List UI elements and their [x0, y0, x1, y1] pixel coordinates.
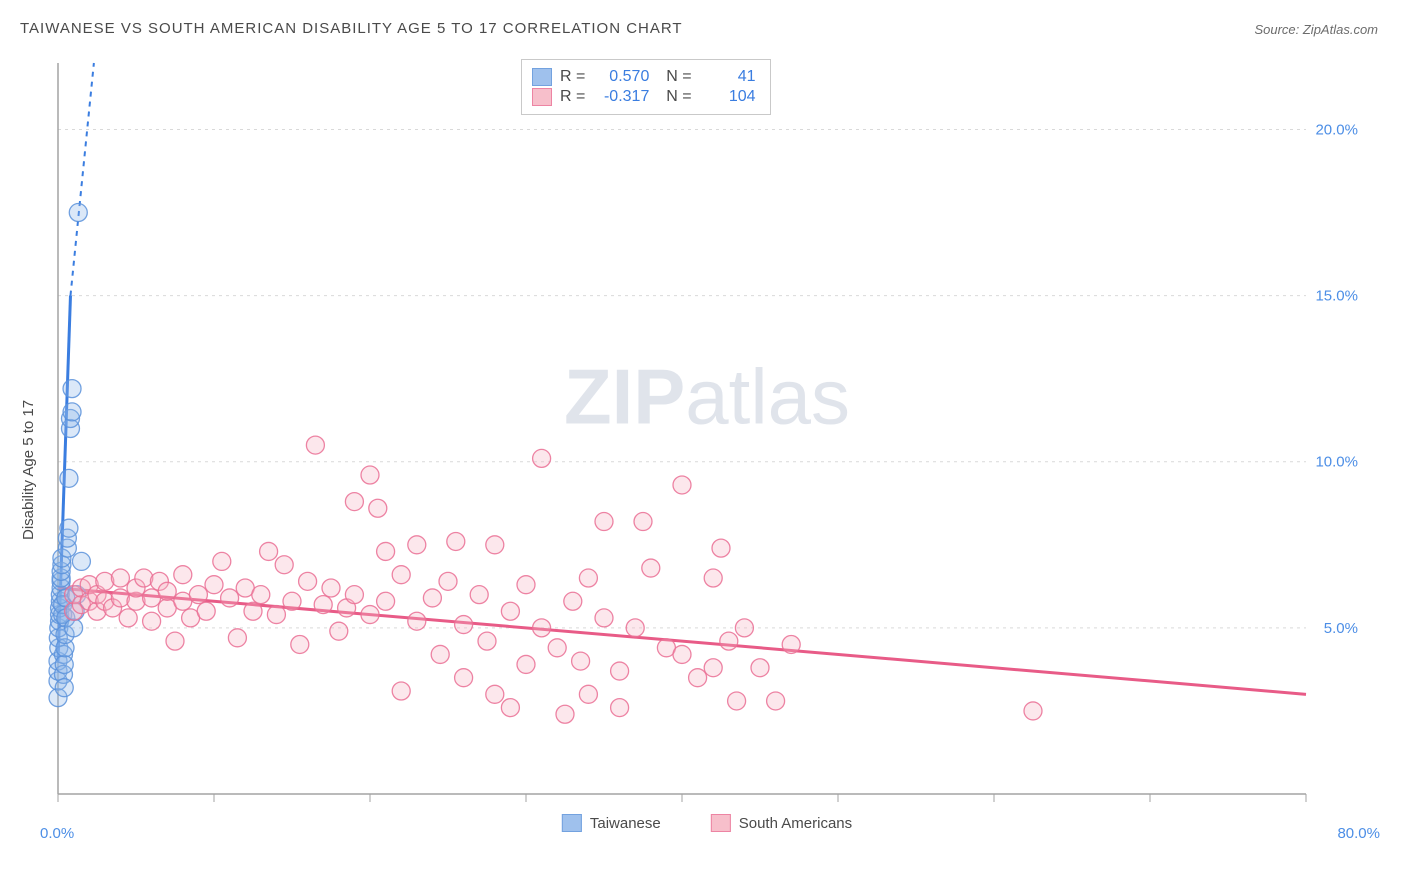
legend-stats: R = 0.570 N = 41 R = -0.317 N = 104 — [521, 59, 771, 115]
source-attribution: Source: ZipAtlas.com — [1254, 22, 1378, 37]
legend-item: Taiwanese — [562, 814, 661, 832]
legend-item: South Americans — [711, 814, 852, 832]
swatch-icon — [532, 88, 552, 106]
chart-area: 5.0%10.0%15.0%20.0% ZIPatlas R = 0.570 N… — [48, 58, 1366, 828]
legend-label: South Americans — [739, 815, 852, 832]
r-label: R = — [560, 68, 585, 86]
legend-series: Taiwanese South Americans — [562, 814, 852, 832]
legend-label: Taiwanese — [590, 815, 661, 832]
scatter-svg: 5.0% 10.0% 15.0% 20.0% — [48, 58, 1366, 828]
n-label: N = — [657, 68, 691, 86]
svg-text:5.0%: 5.0% — [1324, 620, 1358, 637]
svg-text:20.0%: 20.0% — [1315, 121, 1358, 138]
swatch-icon — [711, 814, 731, 832]
n-value: 104 — [700, 88, 756, 106]
svg-text:10.0%: 10.0% — [1315, 454, 1358, 471]
n-value: 41 — [700, 68, 756, 86]
svg-text:15.0%: 15.0% — [1315, 288, 1358, 305]
n-label: N = — [657, 88, 691, 106]
r-value: 0.570 — [593, 68, 649, 86]
y-axis-label: Disability Age 5 to 17 — [20, 400, 37, 540]
x-tick-label: 80.0% — [1337, 825, 1380, 842]
r-label: R = — [560, 88, 585, 106]
x-tick-label: 0.0% — [40, 825, 74, 842]
swatch-icon — [532, 68, 552, 86]
swatch-icon — [562, 814, 582, 832]
legend-stats-row: R = 0.570 N = 41 — [532, 68, 756, 86]
r-value: -0.317 — [593, 88, 649, 106]
legend-stats-row: R = -0.317 N = 104 — [532, 88, 756, 106]
chart-title: TAIWANESE VS SOUTH AMERICAN DISABILITY A… — [20, 20, 683, 37]
